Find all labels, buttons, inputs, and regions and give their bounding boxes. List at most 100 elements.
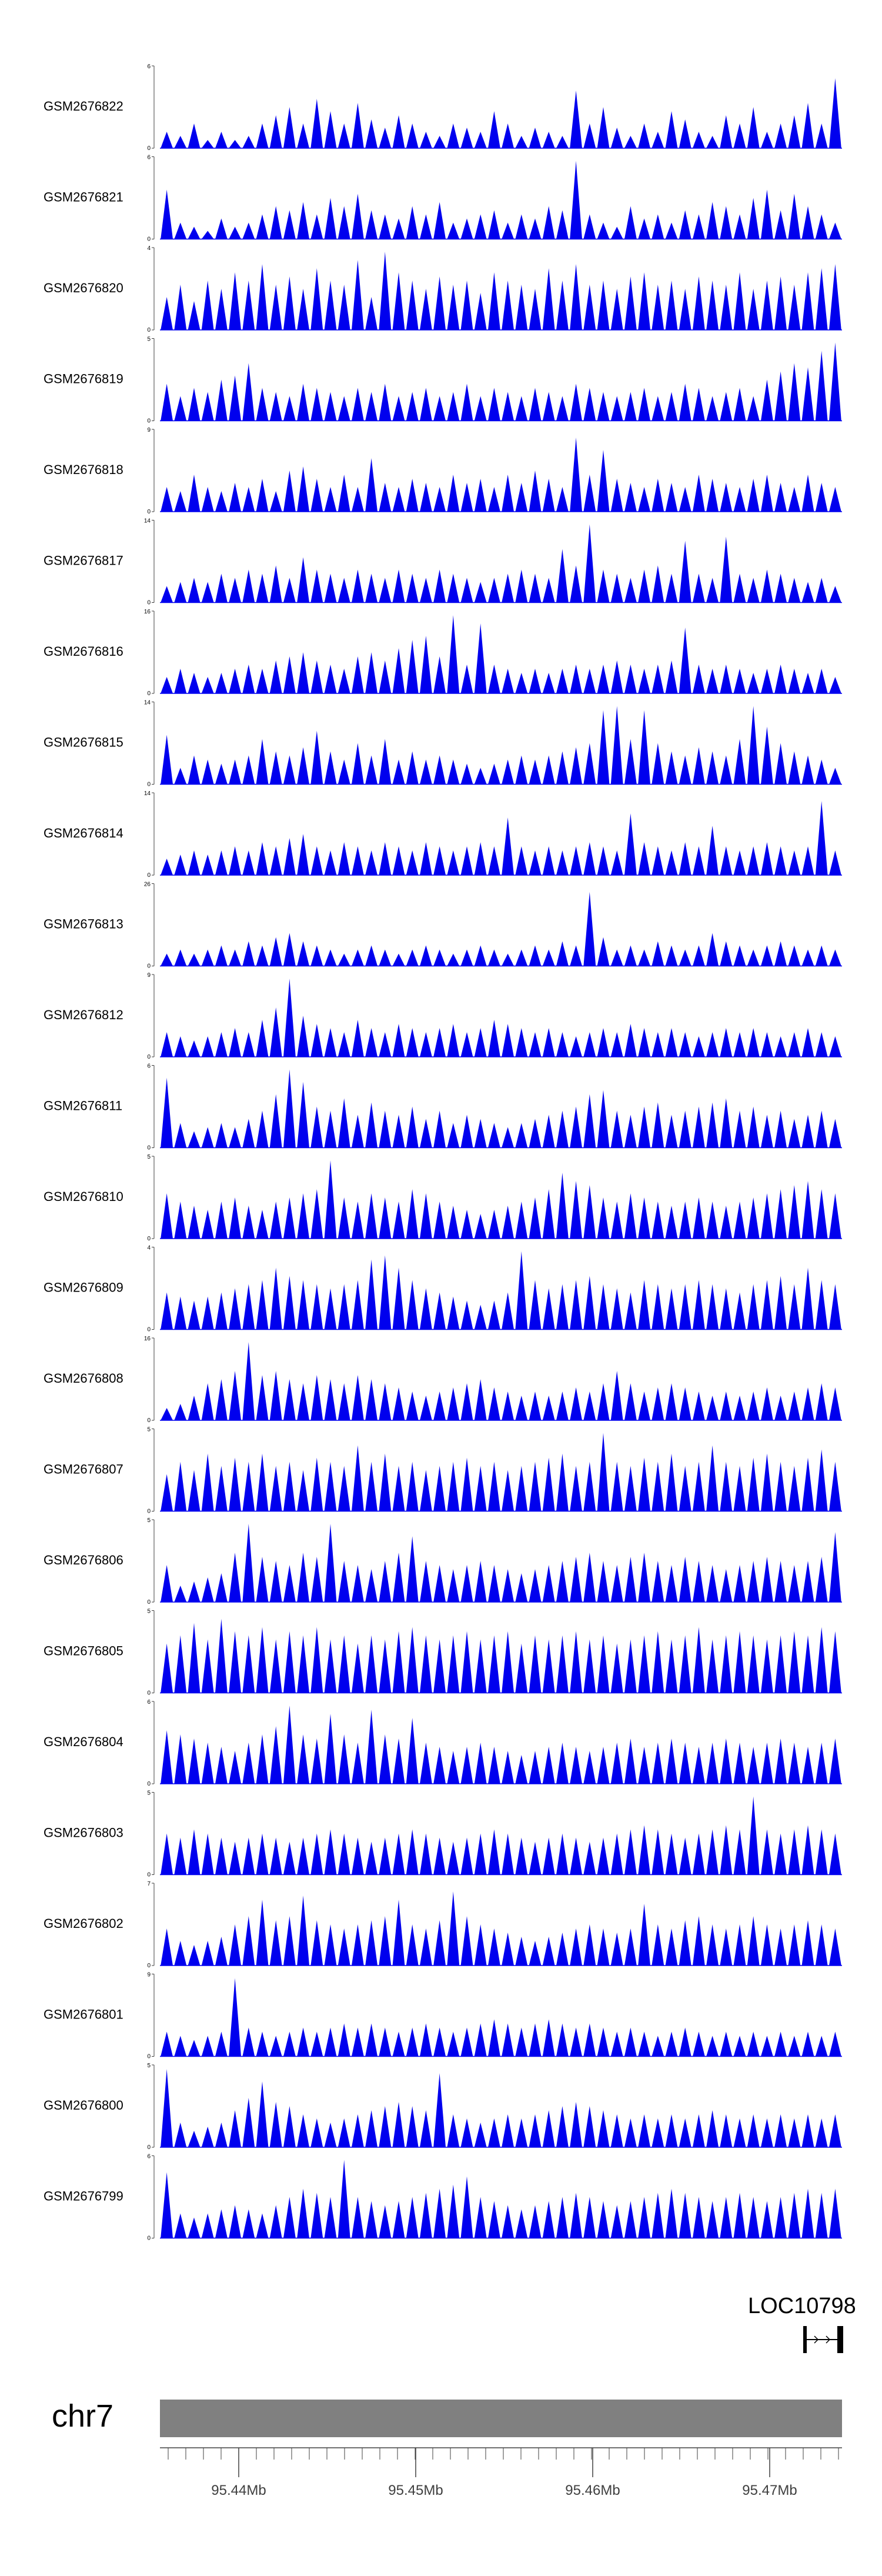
coverage-peak bbox=[352, 1115, 364, 1148]
coverage-peak bbox=[515, 673, 528, 693]
coverage-peak bbox=[801, 2188, 814, 2238]
coverage-peak bbox=[215, 1379, 228, 1420]
coverage-peak bbox=[488, 2118, 500, 2147]
y-min-label: 0 bbox=[147, 1145, 151, 1152]
coverage-peak bbox=[269, 1561, 282, 1602]
coverage-peak bbox=[201, 140, 214, 148]
coverage-peak bbox=[269, 1466, 282, 1511]
coverage-peak bbox=[542, 2110, 555, 2147]
coverage-peak bbox=[338, 1928, 350, 1966]
coverage-peak bbox=[256, 1900, 269, 1966]
coverage-peak bbox=[610, 1371, 623, 1420]
axis-tick-label: 95.47Mb bbox=[742, 2482, 797, 2498]
coverage-peak bbox=[297, 1280, 309, 1330]
track-GSM2676801: GSM2676801 9 0 bbox=[44, 1972, 842, 2060]
coverage-peak bbox=[502, 1751, 514, 1784]
coverage-peak bbox=[161, 1408, 173, 1420]
coverage-peak bbox=[161, 2031, 173, 2057]
coverage-peak bbox=[570, 1928, 582, 1966]
coverage-peak bbox=[365, 1028, 377, 1057]
coverage-peak bbox=[747, 673, 760, 693]
coverage-peak bbox=[365, 392, 377, 421]
coverage-peak bbox=[583, 1392, 596, 1420]
coverage-peak bbox=[747, 1028, 760, 1057]
coverage-peak bbox=[515, 755, 528, 785]
coverage-peak bbox=[502, 2114, 514, 2147]
coverage-peak bbox=[638, 2031, 650, 2057]
coverage-peak bbox=[829, 850, 841, 875]
coverage-peak bbox=[801, 1457, 814, 1511]
coverage-peak bbox=[242, 363, 255, 421]
coverage-peak bbox=[161, 586, 173, 603]
coverage-peak bbox=[556, 2197, 569, 2238]
coverage-peak bbox=[215, 491, 228, 512]
coverage-peak bbox=[720, 1392, 733, 1420]
track-GSM2676807: GSM2676807 5 0 bbox=[44, 1427, 842, 1515]
coverage-peak bbox=[406, 949, 419, 966]
coverage-peak bbox=[761, 842, 773, 875]
coverage-peak bbox=[269, 2036, 282, 2057]
coverage-peak bbox=[474, 1028, 487, 1057]
coverage-peak bbox=[256, 2081, 269, 2147]
coverage-peak bbox=[597, 222, 610, 239]
coverage-peak bbox=[447, 222, 460, 239]
coverage-peak bbox=[392, 648, 405, 693]
coverage-peak bbox=[801, 475, 814, 512]
coverage-peak bbox=[570, 264, 582, 330]
coverage-peak bbox=[652, 941, 664, 966]
coverage-peak bbox=[352, 2197, 364, 2238]
coverage-peak bbox=[638, 669, 650, 693]
coverage-peak bbox=[433, 276, 446, 330]
y-min-label: 0 bbox=[147, 2144, 151, 2151]
coverage-peak bbox=[761, 1743, 773, 1784]
coverage-peak bbox=[720, 1569, 733, 1602]
coverage-peak bbox=[420, 1561, 432, 1602]
coverage-peak bbox=[801, 1115, 814, 1148]
coverage-peak bbox=[433, 2188, 446, 2238]
coverage-peak bbox=[379, 252, 392, 330]
coverage-peak bbox=[761, 2036, 773, 2057]
coverage-peak bbox=[529, 471, 542, 512]
coverage-peak bbox=[665, 945, 678, 966]
coverage-peak bbox=[365, 945, 377, 966]
coverage-peak bbox=[229, 2110, 241, 2147]
coverage-peak bbox=[788, 945, 801, 966]
coverage-peak bbox=[256, 1210, 269, 1239]
y-min-label: 0 bbox=[147, 1236, 151, 1242]
coverage-peak bbox=[379, 1837, 392, 1875]
coverage-peak bbox=[365, 1841, 377, 1875]
coverage-peak bbox=[733, 124, 746, 148]
coverage-peak bbox=[310, 1920, 323, 1966]
coverage-peak bbox=[474, 1214, 487, 1239]
coverage-peak bbox=[747, 846, 760, 875]
coverage-peak bbox=[488, 1928, 500, 1966]
track-GSM2676800: GSM2676800 5 0 bbox=[44, 2063, 842, 2151]
coverage-peak bbox=[161, 1565, 173, 1602]
coverage-peak bbox=[338, 759, 350, 785]
coverage-peak bbox=[269, 1639, 282, 1693]
coverage-peak bbox=[610, 1032, 623, 1057]
coverage-peak bbox=[693, 665, 705, 693]
coverage-peak bbox=[324, 751, 337, 785]
coverage-peak bbox=[774, 1189, 787, 1239]
coverage-peak bbox=[297, 557, 309, 603]
coverage-peak bbox=[297, 1193, 309, 1239]
coverage-peak bbox=[502, 1631, 514, 1693]
coverage-peak bbox=[215, 1466, 228, 1511]
coverage-peak bbox=[188, 1623, 201, 1693]
coverage-peak bbox=[460, 1747, 473, 1784]
coverage-peak bbox=[188, 1581, 201, 1602]
coverage-peak bbox=[665, 1288, 678, 1330]
coverage-peak bbox=[774, 573, 787, 603]
coverage-peak bbox=[447, 615, 460, 693]
coverage-peak bbox=[733, 669, 746, 693]
track-label: GSM2676810 bbox=[44, 1189, 123, 1204]
track-GSM2676818: GSM2676818 9 0 bbox=[44, 427, 842, 515]
coverage-peak bbox=[706, 1202, 719, 1239]
coverage-peak bbox=[556, 210, 569, 239]
coverage-peak bbox=[529, 388, 542, 421]
coverage-peak bbox=[310, 99, 323, 148]
coverage-peak bbox=[515, 396, 528, 421]
coverage-peak bbox=[665, 1639, 678, 1693]
coverage-peak bbox=[829, 342, 841, 421]
